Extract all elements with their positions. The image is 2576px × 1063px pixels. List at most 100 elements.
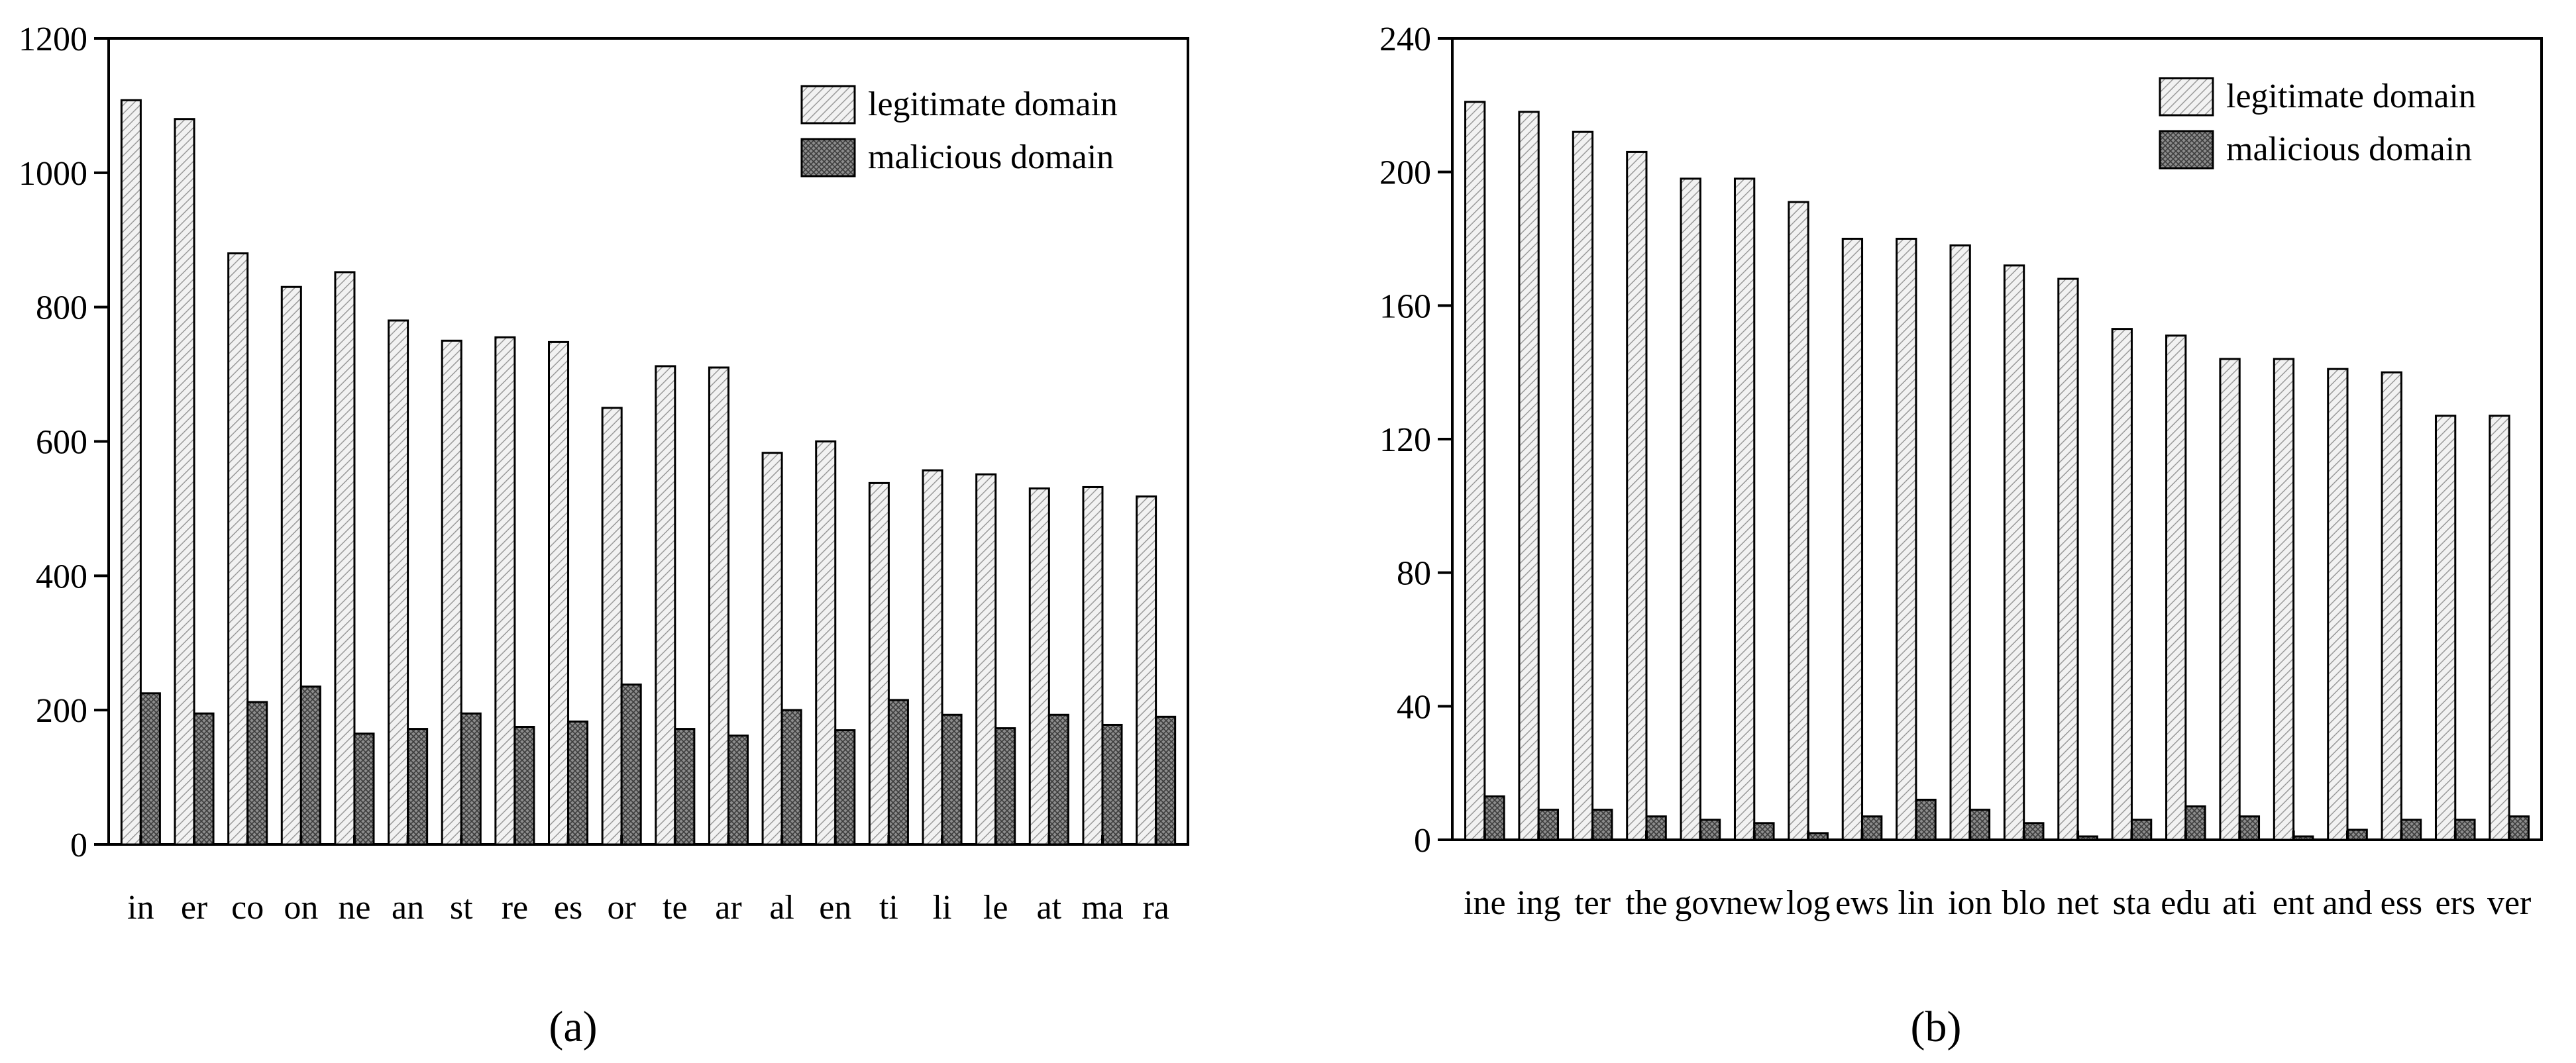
bar-malicious-domain (1591, 809, 1613, 841)
bar-legitimate-domain (2273, 358, 2295, 841)
bar-malicious-domain (1915, 799, 1937, 841)
bar-malicious-domain (1861, 815, 1883, 841)
y-tick-label: 800 (36, 289, 87, 327)
bar-legitimate-domain (2111, 328, 2133, 841)
y-tick-label: 600 (36, 424, 87, 462)
bar-malicious-domain (1807, 832, 1829, 841)
bar-legitimate-domain (2381, 371, 2402, 841)
x-category-label: edu (2161, 884, 2210, 922)
bar-malicious-domain (139, 692, 161, 846)
bar-malicious-domain (2346, 829, 2368, 841)
bar-legitimate-domain (2434, 415, 2457, 841)
bar-malicious-domain (2184, 805, 2206, 841)
x-category-label: ion (1948, 884, 1992, 922)
bar-malicious-domain (1753, 822, 1775, 841)
x-category-label: ati (2222, 884, 2257, 922)
x-category-label: ar (715, 889, 741, 927)
x-category-label: log (1786, 884, 1830, 922)
x-category-label: te (663, 889, 688, 927)
bar-malicious-domain (1645, 815, 1667, 841)
x-category-label: the (1625, 884, 1668, 922)
bar-legitimate-domain (1626, 150, 1648, 841)
y-tick-label: 200 (1379, 154, 1431, 192)
x-category-label: ne (338, 889, 370, 927)
bar-legitimate-domain (2003, 264, 2025, 841)
bar-malicious-domain (2023, 822, 2045, 841)
x-category-label: re (502, 889, 528, 927)
bar-malicious-domain (994, 727, 1016, 846)
x-category-label: ers (2435, 884, 2475, 922)
x-category-label: ter (1574, 884, 1611, 922)
bar-malicious-domain (2238, 815, 2261, 841)
bar-malicious-domain (513, 726, 535, 846)
y-tick-label: 40 (1397, 688, 1431, 726)
legend-label-malicious: malicious domain (868, 138, 1114, 176)
y-tick-label: 400 (36, 558, 87, 595)
bar-malicious-domain (1101, 723, 1123, 846)
panel-label: (a) (549, 1003, 597, 1051)
bar-malicious-domain (834, 729, 856, 846)
bar-legitimate-domain (1518, 111, 1540, 841)
y-tick-label: 1000 (19, 155, 87, 193)
x-category-label: in (127, 889, 154, 927)
bar-legitimate-domain (1896, 238, 1917, 841)
bar-legitimate-domain (1949, 244, 1971, 841)
bar-malicious-domain (780, 709, 802, 846)
x-category-label: li (933, 889, 952, 927)
bar-malicious-domain (1483, 795, 1505, 841)
bar-malicious-domain (1155, 715, 1177, 846)
legend-label-legitimate: legitimate domain (2226, 77, 2476, 115)
bar-malicious-domain (1699, 819, 1721, 841)
x-category-label: ver (2487, 884, 2531, 922)
bar-malicious-domain (567, 720, 589, 846)
bar-legitimate-domain (441, 339, 462, 846)
bar-malicious-domain (1047, 713, 1069, 846)
x-category-label: ma (1081, 889, 1124, 927)
bar-malicious-domain (299, 685, 321, 846)
x-category-label: ews (1835, 884, 1889, 922)
y-tick-label: 0 (70, 827, 87, 864)
y-tick-label: 200 (36, 692, 87, 730)
legend-swatch-malicious (2159, 130, 2214, 170)
y-tick-label: 1200 (19, 21, 87, 58)
x-category-label: new (1725, 884, 1783, 922)
bar-legitimate-domain (388, 319, 409, 846)
bar-legitimate-domain (227, 252, 249, 846)
bar-legitimate-domain (975, 473, 997, 846)
x-category-label: at (1037, 889, 1062, 927)
chart-panel-b: 0 40 80 120 160 200 240 ine ing ter the gov new log ew… (1379, 21, 2543, 1051)
bar-legitimate-domain (2327, 368, 2349, 841)
bar-legitimate-domain (1788, 201, 1809, 841)
legend-swatch-legitimate (2159, 77, 2214, 117)
bar-legitimate-domain (868, 481, 890, 846)
bar-legitimate-domain (655, 365, 676, 846)
bar-legitimate-domain (1680, 177, 1701, 841)
bar-malicious-domain (2076, 835, 2098, 841)
bar-legitimate-domain (1028, 487, 1050, 846)
x-category-label: or (608, 889, 636, 927)
bar-malicious-domain (460, 712, 482, 846)
x-category-label: ine (1464, 884, 1506, 922)
x-category-label: er (181, 889, 207, 927)
bar-legitimate-domain (1733, 177, 1756, 841)
x-category-label: en (819, 889, 851, 927)
bar-malicious-domain (407, 728, 429, 846)
bar-malicious-domain (2130, 819, 2153, 841)
x-category-label: st (450, 889, 473, 927)
bar-legitimate-domain (708, 366, 729, 846)
x-category-label: an (392, 889, 424, 927)
bar-legitimate-domain (174, 118, 195, 846)
bar-legitimate-domain (334, 271, 356, 846)
x-category-label: gov (1674, 884, 1726, 922)
bar-legitimate-domain (601, 407, 623, 846)
legend-label-legitimate: legitimate domain (868, 85, 1118, 123)
x-category-label: ra (1142, 889, 1169, 927)
x-category-label: on (284, 889, 318, 927)
bar-legitimate-domain (1136, 495, 1157, 846)
bar-legitimate-domain (1464, 101, 1486, 841)
x-category-label: le (983, 889, 1008, 927)
bar-legitimate-domain (1082, 485, 1104, 846)
bar-malicious-domain (1968, 809, 1991, 841)
bar-malicious-domain (674, 728, 696, 846)
